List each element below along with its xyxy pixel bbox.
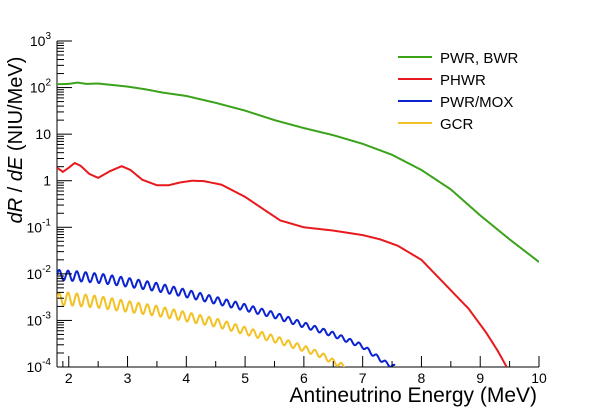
y-tick-label: 103 — [30, 31, 52, 49]
y-axis-label-slash: / — [5, 181, 27, 198]
y-tick-label: 10-3 — [27, 310, 52, 328]
y-tick-label: 10-1 — [27, 217, 52, 235]
y-axis-ticks: 10-4 10-3 10-2 10-1 1 10 102 103 — [27, 31, 72, 375]
x-tick-label: 8 — [418, 370, 426, 386]
series-line-0 — [57, 81, 539, 263]
series-layer — [57, 81, 539, 367]
y-axis-label-rate: dR — [5, 198, 27, 224]
y-axis-label: dR / dE (NIU/MeV) — [5, 57, 27, 224]
y-tick-label: 10-2 — [27, 264, 52, 282]
x-tick-label: 7 — [359, 370, 367, 386]
series-line-1 — [57, 161, 508, 367]
y-axis-label-units: (NIU/MeV) — [5, 57, 27, 157]
x-tick-label: 3 — [124, 370, 132, 386]
legend: PWR, BWR PHWR PWR/MOX GCR — [398, 50, 518, 133]
x-axis-ticks: 2 3 4 5 6 7 8 9 10 — [62, 356, 547, 386]
x-tick-label: 10 — [531, 370, 547, 386]
legend-label: PHWR — [440, 72, 486, 89]
y-tick-label: 1 — [43, 173, 51, 189]
y-tick-label: 102 — [30, 78, 52, 96]
y-tick-label: 10 — [35, 126, 51, 142]
x-tick-label: 4 — [182, 370, 190, 386]
legend-label: GCR — [440, 116, 474, 133]
series-line-3 — [57, 291, 345, 367]
legend-label: PWR, BWR — [440, 50, 518, 67]
x-axis-label: Antineutrino Energy (MeV) — [290, 384, 537, 407]
x-tick-label: 9 — [476, 370, 484, 386]
x-tick-label: 6 — [300, 370, 308, 386]
series-line-2 — [57, 268, 396, 367]
legend-label: PWR/MOX — [440, 94, 513, 111]
x-tick-label: 2 — [65, 370, 73, 386]
y-axis-label-energy: dE — [5, 156, 27, 181]
plot-frame — [56, 41, 539, 368]
y-tick-label: 10-4 — [27, 357, 52, 375]
x-tick-label: 5 — [241, 370, 249, 386]
